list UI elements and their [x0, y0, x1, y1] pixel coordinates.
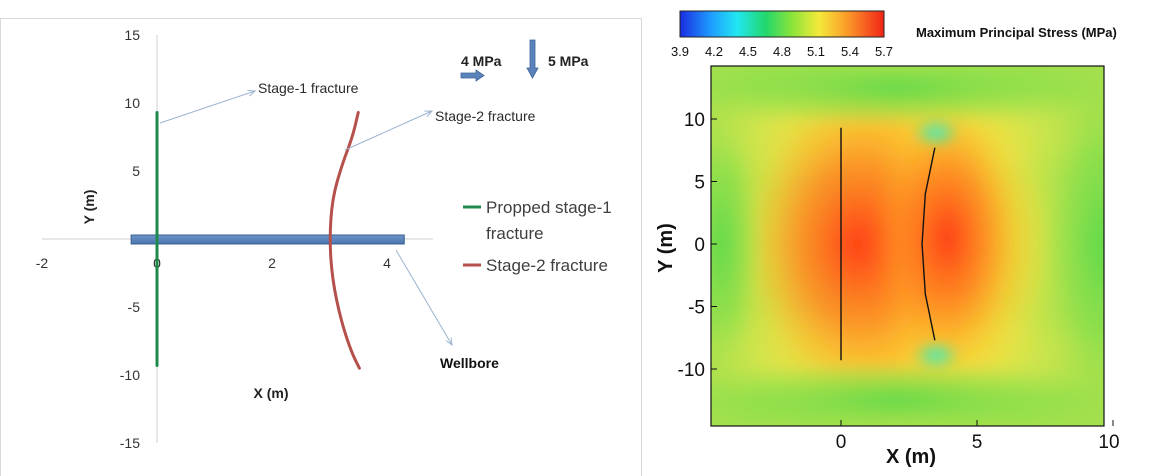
colorbar-tick-label: 5.1	[807, 44, 825, 59]
x-tick-label: 4	[383, 255, 391, 271]
wellbore-bar	[130, 234, 405, 245]
heatmap-region	[711, 114, 762, 374]
y-tick-label: 5	[694, 173, 705, 194]
y-tick-label: 0	[694, 235, 705, 256]
plot-frame	[710, 65, 1105, 427]
colorbar-tick-label: 3.9	[671, 44, 689, 59]
y-tick-label: -5	[128, 299, 141, 315]
heatmap-region	[711, 360, 1104, 426]
heatmap-region	[1042, 84, 1104, 404]
colorbar	[679, 10, 885, 38]
colorbar-title: Maximum Principal Stress (MPa)	[916, 25, 1117, 40]
stage1-arrow	[159, 91, 255, 124]
stress-heatmap-chart: 0 5 10 10 5 0 -5 -10 X (m) Y (m) 3.9 4.2 4.5 4.8 5.1 5…	[655, 10, 1120, 468]
fracture-line-stage2	[921, 147, 936, 341]
colorbar-tick-label: 4.5	[739, 44, 757, 59]
x-tick-label: 2	[268, 255, 276, 271]
x-axis-title: X (m)	[886, 446, 936, 468]
stress-label-vertical: 5 MPa	[548, 53, 589, 69]
colorbar-tick-label: 5.4	[841, 44, 859, 59]
y-axis-title: Y (m)	[655, 223, 677, 273]
heatmap-region	[912, 341, 961, 370]
x-tick-label: 0	[836, 432, 847, 453]
x-axis-title: X (m)	[254, 385, 289, 401]
legend-label-stage1-cont: fracture	[486, 224, 544, 243]
x-tick-label: 5	[972, 432, 983, 453]
x-tick-label: -2	[36, 255, 49, 271]
colorbar-tick-label: 5.7	[875, 44, 893, 59]
legend-label-stage2: Stage-2 fracture	[486, 256, 608, 275]
wellbore-arrow	[395, 249, 452, 345]
y-tick-label: -15	[120, 435, 140, 451]
legend-label-stage1: Propped stage-1	[486, 198, 612, 217]
y-tick-label: -5	[688, 298, 705, 319]
y-tick-label: -10	[678, 360, 705, 381]
x-tick-label: 10	[1098, 432, 1119, 453]
y-axis-title: Y (m)	[81, 190, 97, 225]
heatmap-region	[877, 107, 1018, 368]
y-tick-label: 5	[132, 163, 140, 179]
series-line-stage2	[328, 111, 361, 370]
colorbar-tick-label: 4.8	[773, 44, 791, 59]
stress-label-horizontal: 4 MPa	[461, 53, 502, 69]
stage2-annotation: Stage-2 fracture	[435, 108, 536, 124]
stage2-arrow	[344, 111, 432, 151]
stress-arrow-down-icon	[526, 39, 539, 79]
heatmap-region	[912, 118, 961, 147]
wellbore-annotation: Wellbore	[440, 355, 499, 371]
stage1-annotation: Stage-1 fracture	[258, 80, 359, 96]
stress-arrow-right-icon	[460, 69, 485, 82]
left-chart-panel	[0, 18, 642, 476]
y-tick-label: 10	[684, 110, 705, 131]
y-tick-label: 10	[124, 95, 140, 111]
y-tick-label: -10	[120, 367, 140, 383]
y-tick-label: 15	[124, 27, 140, 43]
heatmap-region	[711, 66, 1104, 128]
colorbar-tick-label: 4.2	[705, 44, 723, 59]
